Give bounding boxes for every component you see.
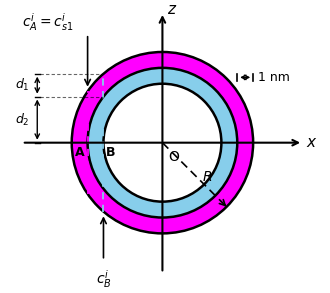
Circle shape <box>87 68 237 217</box>
Text: $c_B^i$: $c_B^i$ <box>96 268 111 290</box>
Text: $R$: $R$ <box>202 170 213 184</box>
Text: $d_1$: $d_1$ <box>15 77 30 93</box>
Text: A: A <box>75 146 85 159</box>
Text: B: B <box>106 146 116 159</box>
Text: 1 nm: 1 nm <box>258 71 289 84</box>
Text: $z$: $z$ <box>167 2 177 17</box>
Text: $x$: $x$ <box>306 135 317 150</box>
Text: $c_A^i = c_{s1}^i$: $c_A^i = c_{s1}^i$ <box>22 11 74 33</box>
Circle shape <box>104 84 221 202</box>
Text: $d_2$: $d_2$ <box>16 112 30 128</box>
Text: O: O <box>168 150 179 164</box>
Circle shape <box>72 52 253 234</box>
